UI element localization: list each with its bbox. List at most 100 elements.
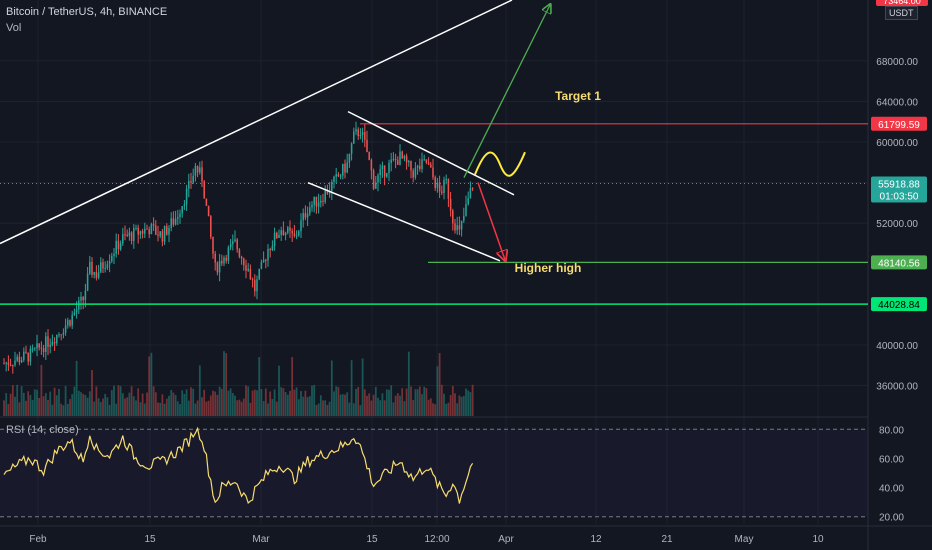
candle-body [412,170,414,178]
candle-body [49,344,51,347]
volume-bar [240,401,243,416]
candle-body [115,240,117,254]
candle-body [425,159,428,163]
countdown-label: 01:03:50 [880,191,919,202]
target-annotation: Target 1 [555,89,601,103]
candle-body [353,131,355,144]
volume-bar [297,399,300,416]
volume-bar [198,365,201,416]
candle-body [106,264,109,269]
candle-body [67,320,69,326]
candle-body [82,296,84,301]
candle-body [403,156,406,159]
candle-body [29,348,32,362]
time-tick-label: 15 [366,534,378,545]
target-price-tag [871,116,927,131]
volume-bar [77,390,80,416]
volume-bar [251,390,254,416]
volume-bar [462,395,465,416]
volume-bar [161,394,164,416]
candle-body [240,256,243,259]
candle-body [227,247,230,261]
volume-bar [425,388,428,416]
volume-bar [75,360,78,416]
candle-body [320,200,322,203]
volume-bar [117,385,120,416]
volume-bar [436,366,439,416]
volume-bar [38,397,41,416]
volume-bar [405,388,408,416]
candle-body [454,223,456,231]
candle-body [271,246,274,251]
candle-body [458,225,461,230]
candle-body [368,152,370,161]
candle-body [405,156,408,163]
candle-body [243,258,245,266]
candle-body [441,191,443,193]
volume-bar [137,388,140,416]
volume-bar [194,403,197,416]
candle-body [16,356,18,361]
volume-bar [113,385,115,416]
candle-body [366,139,368,153]
candle-body [397,160,399,165]
volume-bar [11,385,14,416]
volume-bar [328,401,331,416]
rsi-indicator-label: RSI (14, close) [6,424,79,436]
candle-body [322,200,324,202]
time-tick-label: Feb [29,534,47,545]
volume-bar [308,396,311,416]
volume-bar [25,400,27,416]
price-tick-label: 64000.00 [876,97,918,108]
candle-body [93,272,95,275]
candle-body [339,175,342,177]
candle-body [344,163,346,173]
volume-bar [284,392,287,416]
candle-body [14,360,16,366]
candle-body [309,207,311,214]
candle-body [100,262,102,273]
candle-body [71,314,73,326]
candle-body [273,232,276,247]
candle-body [370,160,373,171]
candle-body [298,231,300,236]
volume-bar [84,394,87,416]
currency-badge[interactable]: USDT [885,6,918,20]
volume-bar [139,402,142,416]
volume-bar [359,405,362,416]
candle-body [463,215,465,221]
volume-bar [385,389,388,416]
time-tick-label: 12 [590,534,602,545]
volume-bar [471,384,474,416]
candle-body [390,159,392,163]
price-tick-label: 68000.00 [876,57,918,68]
volume-bar [418,386,421,416]
candle-body [337,174,340,177]
candle-body [102,262,104,269]
volume-bar [304,390,307,416]
volume-bar [429,398,432,416]
volume-bar [99,402,102,416]
volume-bar [132,396,135,416]
volume-bar [168,395,170,416]
volume-bar [460,396,463,416]
volume-bar [225,353,228,416]
candle-body [84,290,87,301]
volume-bar [27,391,30,416]
volume-bar [289,390,291,416]
candle-body [141,231,144,234]
volume-bar [401,388,404,416]
candle-body [40,347,43,349]
symbol-title: Bitcoin / TetherUS, 4h, BINANCE [6,6,168,18]
candle-body [456,225,458,231]
volume-bar [412,399,415,416]
volume-bar [216,394,219,416]
volume-bar [183,393,186,416]
volume-bar [399,395,401,416]
channel-upper-line [347,110,515,196]
volume-bar [33,389,36,416]
volume-bar [267,403,269,416]
time-tick-label: Mar [252,534,270,545]
